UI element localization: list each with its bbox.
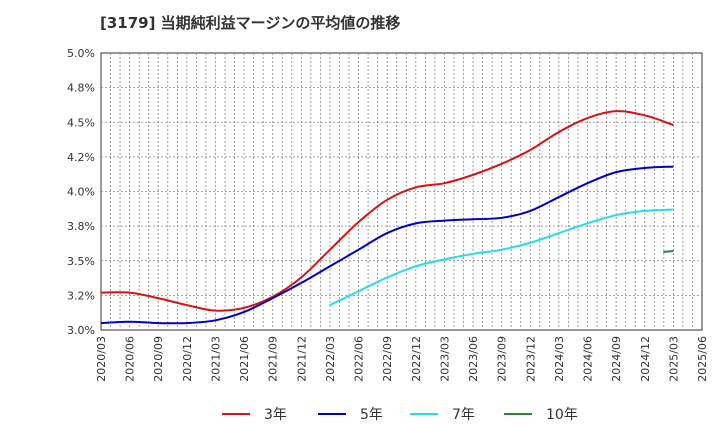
x-tick-label: 2024/09 xyxy=(610,336,623,382)
x-tick-label: 2022/06 xyxy=(353,336,366,382)
chart-title: [3179] 当期純利益マージンの平均値の推移 xyxy=(100,14,401,32)
x-tick-label: 2023/06 xyxy=(467,336,480,382)
x-tick-label: 2021/12 xyxy=(295,336,308,382)
y-tick-label: 3.0% xyxy=(67,324,95,337)
x-tick-label: 2022/09 xyxy=(381,336,394,382)
legend-label-4: 10年 xyxy=(546,407,578,423)
x-tick-label: 2020/12 xyxy=(181,336,194,382)
x-tick-label: 2023/03 xyxy=(438,336,451,382)
x-tick-label: 2020/03 xyxy=(95,336,108,382)
series-line-3 xyxy=(329,208,674,306)
legend: 3年 5年 7年 10年 xyxy=(222,407,578,423)
x-tick-label: 2024/06 xyxy=(582,336,595,382)
x-tick-label: 2022/03 xyxy=(324,336,337,382)
series-lines xyxy=(100,110,674,325)
y-tick-label: 3.5% xyxy=(67,255,95,268)
y-tick-label: 3.8% xyxy=(67,220,95,233)
series-line-2 xyxy=(100,165,674,325)
y-tick-label: 4.2% xyxy=(67,151,95,164)
x-tick-label: 2024/03 xyxy=(553,336,566,382)
x-tick-label: 2025/03 xyxy=(667,336,680,382)
y-tick-label: 5.0% xyxy=(67,47,95,60)
legend-label-3: 7年 xyxy=(452,407,475,423)
legend-label-1: 3年 xyxy=(264,407,287,423)
series-line-1 xyxy=(100,110,674,312)
y-tick-label: 4.5% xyxy=(67,116,95,129)
x-tick-label: 2021/06 xyxy=(238,336,251,382)
x-tick-label: 2025/06 xyxy=(696,336,709,382)
y-axis: 3.0% 3.2% 3.5% 3.8% 4.0% 4.2% 4.5% 4.8% 5.0% xyxy=(67,47,95,337)
y-tick-label: 3.2% xyxy=(67,289,95,302)
y-tick-label: 4.8% xyxy=(67,82,95,95)
x-tick-label: 2023/09 xyxy=(496,336,509,382)
x-tick-label: 2020/09 xyxy=(152,336,165,382)
x-tick-label: 2023/12 xyxy=(524,336,537,382)
series-line-4 xyxy=(663,250,674,254)
grid-lines xyxy=(101,53,702,330)
x-tick-label: 2021/09 xyxy=(267,336,280,382)
x-axis: 2020/03 2020/06 2020/09 2020/12 2021/03 2021/… xyxy=(95,336,709,382)
x-tick-label: 2020/06 xyxy=(124,336,137,382)
x-tick-label: 2024/12 xyxy=(639,336,652,382)
x-tick-label: 2021/03 xyxy=(209,336,222,382)
x-tick-label: 2022/12 xyxy=(410,336,423,382)
y-tick-label: 4.0% xyxy=(67,186,95,199)
legend-label-2: 5年 xyxy=(360,407,383,423)
